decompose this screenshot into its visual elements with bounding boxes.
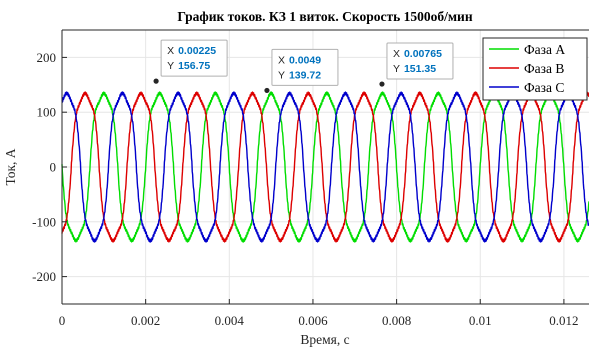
datatip-3: X 0.00765 Y 151.35 bbox=[378, 42, 454, 88]
datatip-y-label: Y bbox=[278, 69, 285, 81]
datatip-y-value: 156.75 bbox=[178, 60, 210, 72]
datatip-x-label: X bbox=[167, 45, 174, 57]
x-axis-label: Время, с bbox=[300, 332, 349, 347]
datatip-y-value: 139.72 bbox=[289, 69, 321, 81]
datatip-marker bbox=[378, 80, 386, 88]
y-tick-label-2: 0 bbox=[50, 160, 57, 175]
datatip-x-value: 0.0049 bbox=[289, 54, 321, 66]
datatip-1: X 0.00225 Y 156.75 bbox=[152, 39, 228, 85]
legend-label-2: Фаза B bbox=[524, 61, 564, 76]
series-line-2 bbox=[61, 91, 589, 243]
datatip-x-value: 0.00765 bbox=[404, 48, 442, 60]
x-tick-label-5: 0.01 bbox=[469, 313, 492, 328]
x-tick-label-3: 0.006 bbox=[298, 313, 328, 328]
y-tick-label-3: 100 bbox=[37, 105, 57, 120]
datatip-x-label: X bbox=[393, 48, 400, 60]
datatip-marker bbox=[152, 77, 160, 85]
datatip-box bbox=[386, 42, 454, 80]
x-tick-label-0: 0 bbox=[59, 313, 66, 328]
datatip-x-label: X bbox=[278, 54, 285, 66]
y-axis-label: Ток, А bbox=[3, 148, 18, 185]
datatip-x-value: 0.00225 bbox=[178, 45, 216, 57]
datatip-y-value: 151.35 bbox=[404, 63, 436, 75]
datatip-marker bbox=[263, 87, 271, 94]
series-line-3 bbox=[61, 91, 589, 243]
x-tick-label-2: 0.004 bbox=[215, 313, 245, 328]
x-tick-label-1: 0.002 bbox=[131, 313, 160, 328]
legend-label-3: Фаза C bbox=[524, 80, 564, 95]
x-tick-label-6: 0.012 bbox=[549, 313, 578, 328]
legend-label-1: Фаза A bbox=[524, 42, 565, 57]
chart-title: График токов. КЗ 1 виток. Скорость 1500о… bbox=[177, 9, 472, 24]
axes: 0 0.002 0.004 0.006 0.008 0.01 0.012 -200 -100 0 1… bbox=[32, 29, 589, 328]
y-tick-label-0: -200 bbox=[32, 269, 56, 284]
y-tick-label-4: 200 bbox=[37, 50, 57, 65]
legend: Фаза A Фаза B Фаза C bbox=[482, 37, 588, 101]
y-tick-label-1: -100 bbox=[32, 214, 56, 229]
datatip-2: X 0.0049 Y 139.72 bbox=[263, 48, 339, 94]
datatip-y-label: Y bbox=[393, 63, 400, 75]
series-group bbox=[61, 91, 589, 243]
series-line-1 bbox=[61, 91, 589, 243]
datatip-box bbox=[160, 39, 228, 77]
datatips: X 0.00225 Y 156.75 X 0.0049 Y 139.72 X 0.00765 Y 15… bbox=[152, 39, 454, 94]
datatip-y-label: Y bbox=[167, 60, 174, 72]
datatip-box bbox=[271, 48, 339, 86]
x-tick-label-4: 0.008 bbox=[382, 313, 411, 328]
